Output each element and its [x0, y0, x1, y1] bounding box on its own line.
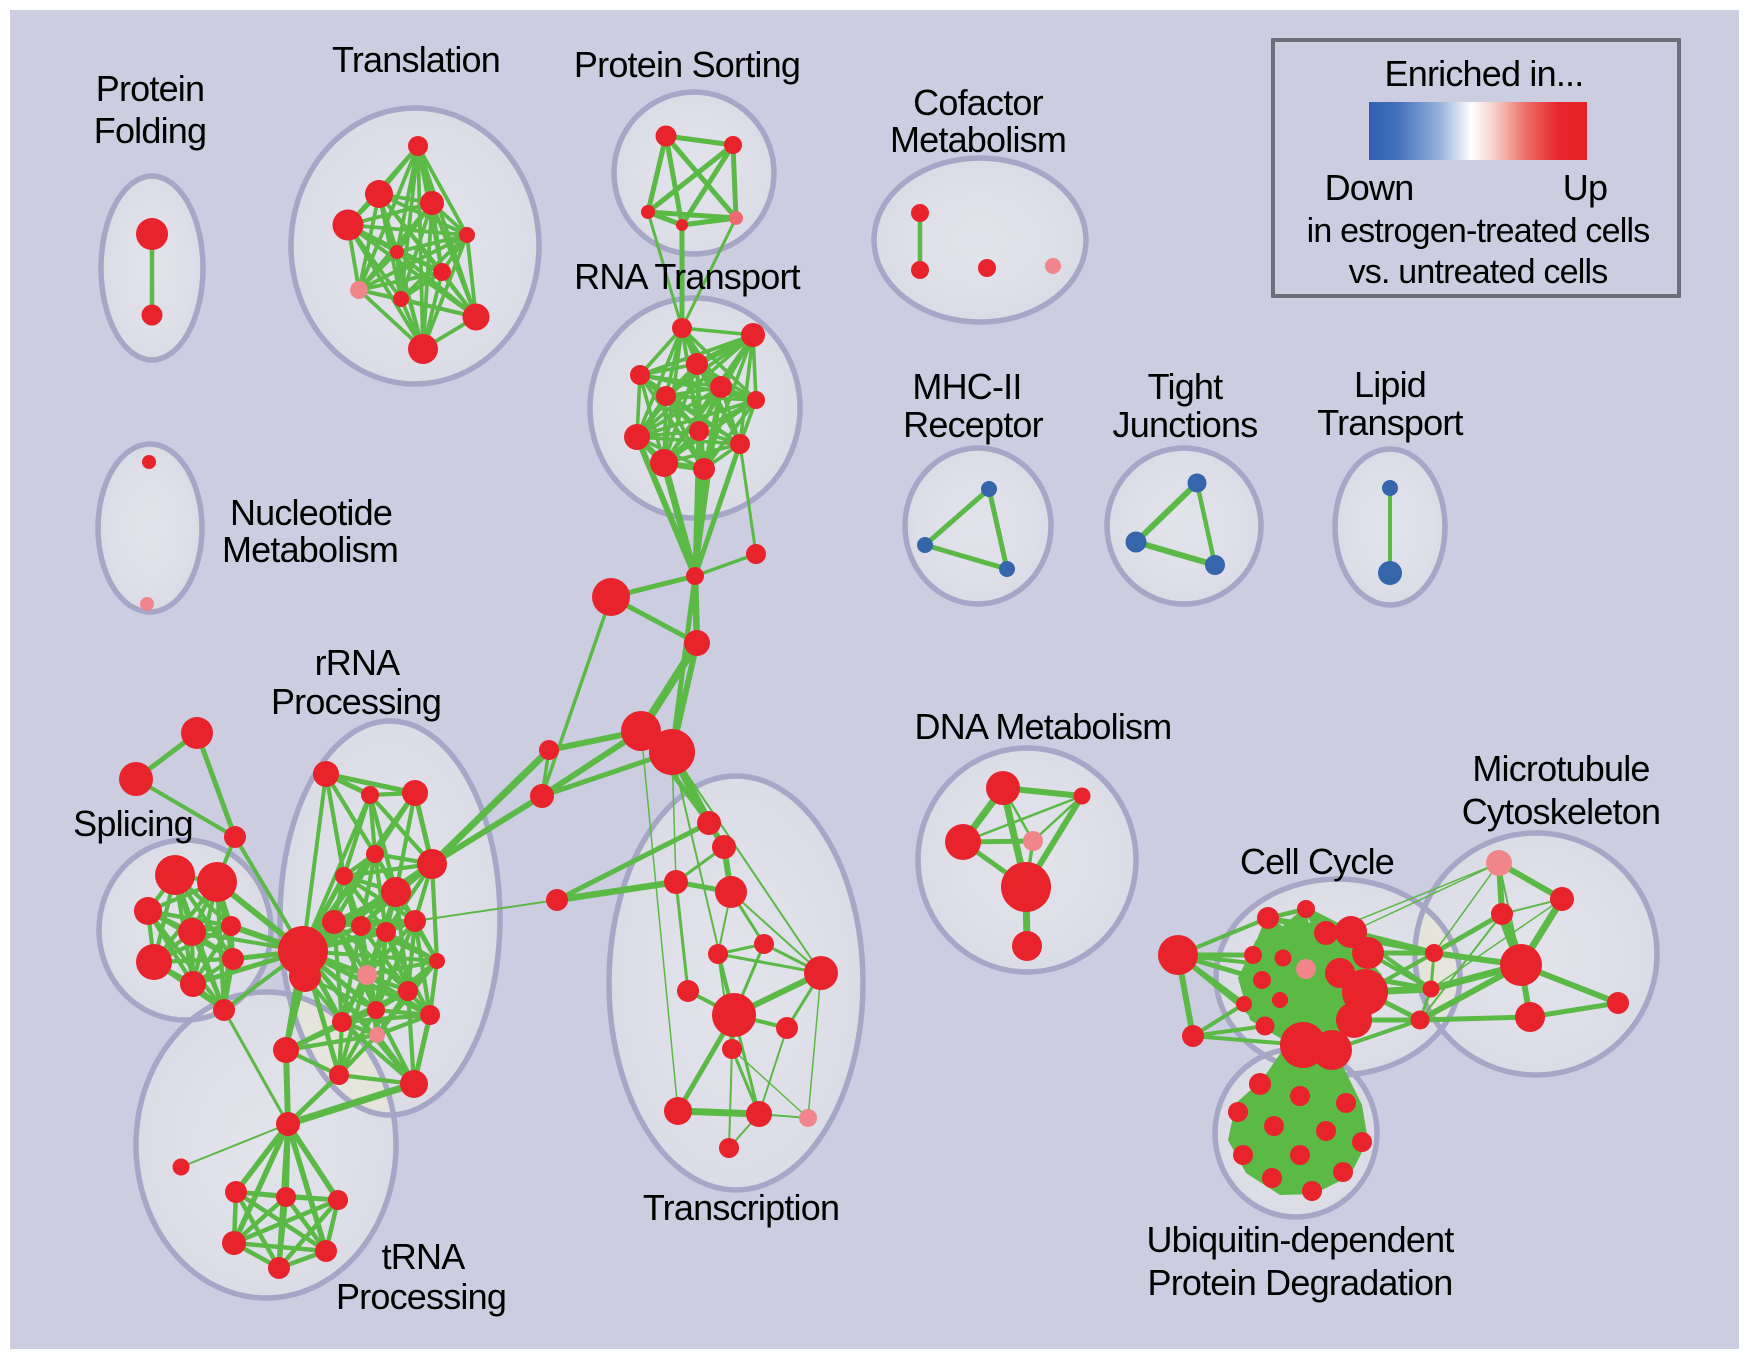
svg-text:Lipid: Lipid: [1354, 364, 1426, 405]
svg-text:Protein: Protein: [96, 68, 204, 109]
svg-text:Down: Down: [1325, 167, 1414, 208]
svg-text:Ubiquitin-dependent: Ubiquitin-dependent: [1146, 1219, 1454, 1260]
svg-text:Cytoskeleton: Cytoskeleton: [1462, 791, 1661, 832]
svg-text:Transcription: Transcription: [643, 1187, 839, 1228]
svg-text:rRNA: rRNA: [315, 642, 401, 683]
svg-text:Processing: Processing: [336, 1276, 506, 1317]
svg-text:Enriched in...: Enriched in...: [1385, 53, 1584, 94]
svg-text:MHC-II: MHC-II: [912, 366, 1021, 407]
svg-text:Cell Cycle: Cell Cycle: [1240, 841, 1394, 882]
svg-text:Receptor: Receptor: [903, 404, 1043, 445]
svg-text:Transport: Transport: [1317, 402, 1463, 443]
svg-text:Metabolism: Metabolism: [890, 119, 1066, 160]
svg-text:Microtubule: Microtubule: [1472, 748, 1649, 789]
svg-text:Junctions: Junctions: [1113, 404, 1258, 445]
svg-text:Folding: Folding: [94, 110, 206, 151]
svg-text:Nucleotide: Nucleotide: [230, 492, 392, 533]
svg-text:DNA Metabolism: DNA Metabolism: [915, 706, 1172, 747]
svg-text:Metabolism: Metabolism: [222, 529, 398, 570]
svg-text:in estrogen-treated cells: in estrogen-treated cells: [1307, 212, 1650, 250]
svg-text:Up: Up: [1563, 167, 1607, 208]
svg-text:RNA Transport: RNA Transport: [574, 256, 800, 297]
svg-text:Tight: Tight: [1148, 366, 1223, 407]
svg-text:Protein Sorting: Protein Sorting: [574, 44, 800, 85]
svg-text:Splicing: Splicing: [73, 803, 193, 844]
svg-text:Translation: Translation: [332, 39, 500, 80]
svg-text:Cofactor: Cofactor: [913, 82, 1043, 123]
svg-text:tRNA: tRNA: [382, 1236, 466, 1277]
svg-text:Protein Degradation: Protein Degradation: [1147, 1262, 1452, 1303]
svg-text:Processing: Processing: [271, 681, 441, 722]
svg-text:vs. untreated cells: vs. untreated cells: [1349, 253, 1608, 291]
